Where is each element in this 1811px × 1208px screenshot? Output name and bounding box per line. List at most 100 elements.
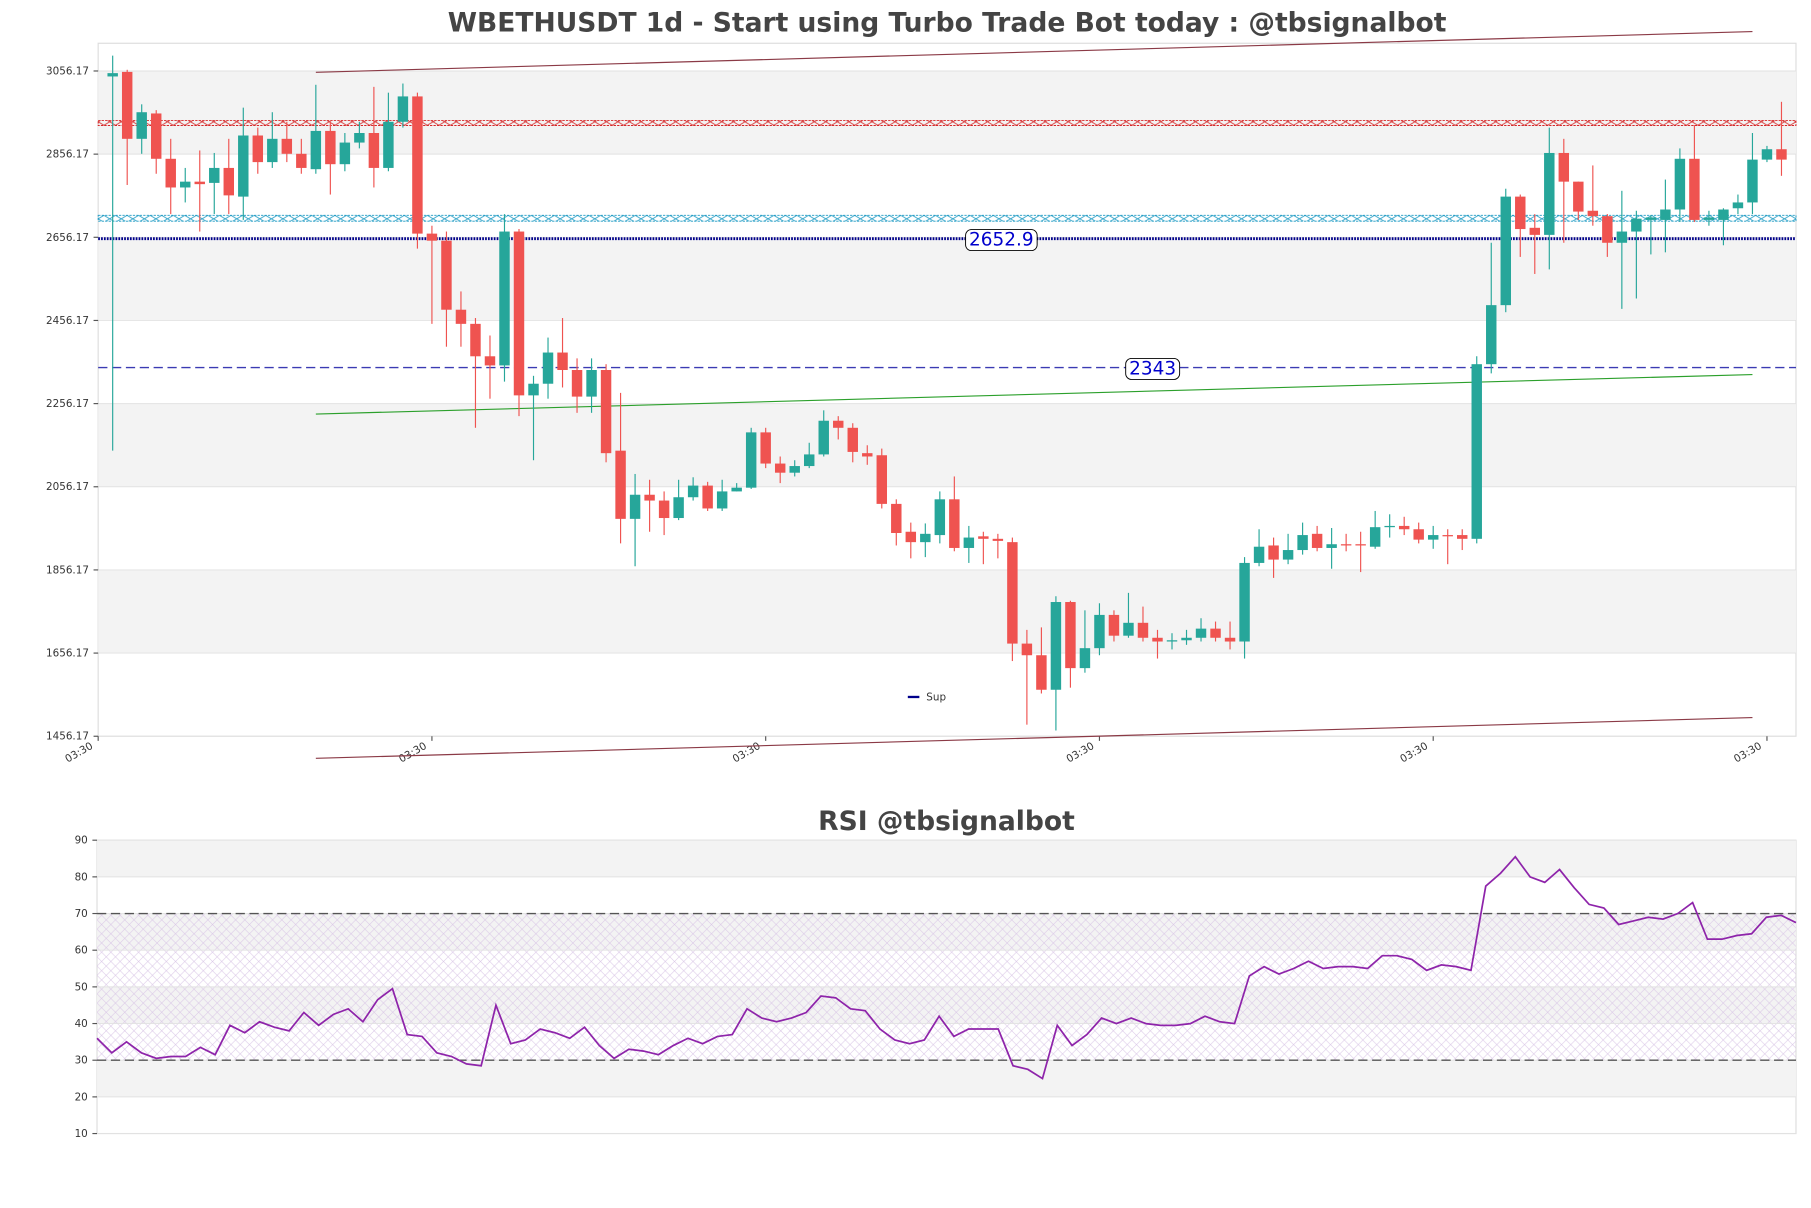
candle-body bbox=[774, 463, 786, 473]
candle-body bbox=[1007, 542, 1018, 644]
candle-body bbox=[1384, 525, 1395, 528]
candle-body bbox=[1050, 602, 1062, 690]
candle-body bbox=[1457, 535, 1468, 539]
value-label-box bbox=[965, 229, 1038, 252]
y-tick-label: 40 bbox=[75, 1018, 88, 1030]
y-tick-label: 1656.17 bbox=[46, 648, 89, 660]
trend-line bbox=[315, 30, 1753, 73]
y-tick-label: 10 bbox=[75, 1128, 88, 1140]
legend-label: Sup bbox=[926, 691, 946, 703]
candle-body bbox=[803, 454, 815, 467]
candle-body bbox=[1544, 152, 1555, 235]
candle-body bbox=[470, 323, 481, 357]
candle-body bbox=[1674, 158, 1686, 210]
band bbox=[98, 70, 1796, 155]
candle-body bbox=[1036, 655, 1047, 690]
candle-body bbox=[1558, 152, 1570, 182]
candle-body bbox=[1079, 648, 1091, 669]
trend-line bbox=[315, 374, 1753, 415]
y-tick-label: 2256.17 bbox=[46, 398, 89, 410]
candle-body bbox=[1297, 535, 1308, 551]
candle-body bbox=[354, 133, 365, 143]
candle-body bbox=[368, 133, 380, 168]
candle-body bbox=[150, 113, 162, 159]
chart-title: RSI @tbsignalbot bbox=[818, 806, 1075, 837]
candle-body bbox=[1123, 622, 1134, 636]
candle-body bbox=[1021, 643, 1033, 656]
candle-body bbox=[644, 494, 655, 501]
x-tick-label: 03:30 bbox=[397, 740, 429, 765]
candle-body bbox=[629, 494, 641, 519]
y-tick-label: 1856.17 bbox=[46, 564, 89, 576]
candle-body bbox=[107, 73, 118, 77]
candle-body bbox=[412, 96, 423, 234]
candle-body bbox=[1529, 227, 1541, 235]
candle-body bbox=[1108, 614, 1120, 636]
candle-body bbox=[1660, 209, 1671, 220]
candle-body bbox=[209, 167, 220, 183]
candle-body bbox=[658, 500, 670, 519]
candle-body bbox=[252, 135, 264, 163]
candle-body bbox=[426, 233, 438, 241]
zone bbox=[97, 120, 1797, 126]
candle-body bbox=[862, 453, 873, 457]
candle-body bbox=[1732, 202, 1744, 209]
y-tick-label: 70 bbox=[75, 908, 88, 920]
candle-body bbox=[383, 121, 394, 168]
candle-body bbox=[441, 240, 452, 310]
candle-body bbox=[1587, 210, 1599, 217]
candle-body bbox=[745, 432, 757, 488]
candle-body bbox=[1340, 544, 1352, 546]
candle-body bbox=[1268, 545, 1279, 560]
y-tick-label: 50 bbox=[75, 981, 88, 993]
candle-body bbox=[1718, 209, 1729, 220]
candle-body bbox=[920, 533, 931, 543]
candle-body bbox=[499, 231, 510, 366]
candle-body bbox=[455, 309, 467, 324]
y-tick-label: 2856.17 bbox=[46, 149, 89, 161]
candle-body bbox=[281, 138, 293, 154]
candle-body bbox=[1137, 622, 1149, 638]
candle-body bbox=[238, 135, 249, 197]
candle-body bbox=[876, 455, 888, 504]
y-tick-label: 60 bbox=[75, 945, 88, 957]
value-label-text: 2652.9 bbox=[969, 230, 1034, 251]
candle-body bbox=[1398, 525, 1410, 530]
candle-body bbox=[1166, 640, 1178, 642]
candle-body bbox=[1573, 181, 1584, 212]
candle-body bbox=[891, 503, 902, 533]
candle-body bbox=[1442, 535, 1453, 537]
candle-body bbox=[600, 370, 612, 454]
candle-body bbox=[1355, 544, 1366, 546]
candle-body bbox=[615, 450, 626, 519]
candle-body bbox=[296, 153, 307, 168]
value-label-text: 2343 bbox=[1129, 358, 1176, 379]
value-label: 2343 bbox=[1125, 357, 1181, 380]
candle-body bbox=[818, 420, 829, 455]
candle-body bbox=[571, 370, 583, 397]
rsi-line bbox=[96, 855, 1797, 1080]
x-tick-label: 03:30 bbox=[63, 740, 95, 765]
candle-body bbox=[963, 537, 975, 548]
x-tick-label: 03:30 bbox=[1732, 740, 1764, 765]
candle-body bbox=[1210, 628, 1221, 638]
candle-body bbox=[978, 536, 989, 539]
candle-body bbox=[1471, 364, 1482, 539]
candle-body bbox=[267, 138, 278, 163]
candle-body bbox=[1413, 529, 1424, 540]
candle-body bbox=[789, 466, 800, 473]
candle-body bbox=[1152, 637, 1163, 642]
candle-body bbox=[1427, 535, 1439, 540]
candle-body bbox=[1515, 196, 1526, 230]
candle-body bbox=[586, 370, 597, 397]
candle-body bbox=[934, 499, 946, 536]
candle-body bbox=[1616, 231, 1628, 243]
candle-body bbox=[847, 427, 858, 452]
candle-body bbox=[905, 531, 917, 543]
candle-body bbox=[992, 538, 1004, 541]
y-tick-label: 2056.17 bbox=[46, 481, 89, 493]
band bbox=[97, 1060, 1796, 1097]
candle-body bbox=[1369, 527, 1381, 547]
